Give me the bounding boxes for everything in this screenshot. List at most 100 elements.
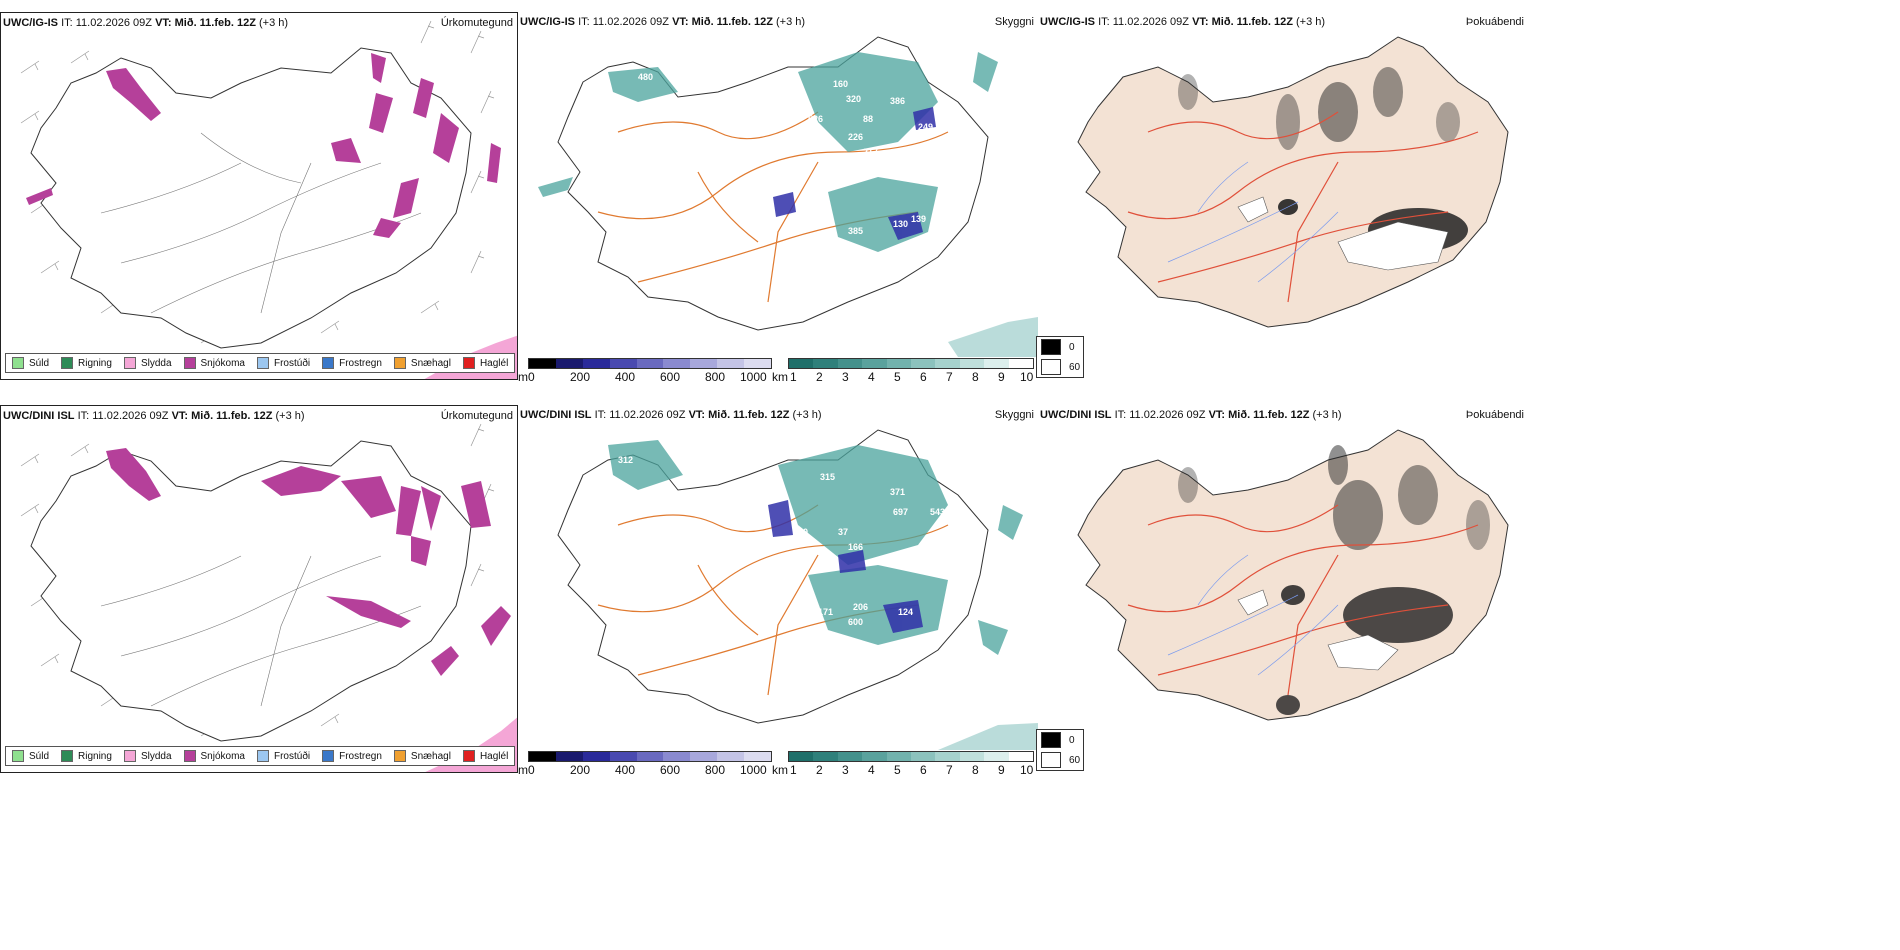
colorbar-cell	[959, 359, 985, 368]
colorbar-unit: m	[518, 763, 528, 777]
fog-swatch	[1041, 339, 1061, 355]
precip-map-row1	[20, 423, 517, 772]
road-network	[1127, 111, 1479, 303]
ceiling-label: 37	[838, 527, 848, 537]
colorbar-cell	[886, 359, 912, 368]
colorbar-cell	[837, 752, 863, 761]
snow-areas	[26, 53, 501, 238]
ceiling-label: 315	[820, 472, 835, 482]
colorbar-cell	[529, 359, 556, 368]
ceiling-label: 160	[833, 79, 848, 89]
visibility-colorbar-row1: km 1 2 3 4 5 6 7 8 9 10	[772, 749, 1034, 777]
legend-item: Rigning	[55, 750, 118, 762]
colorbar-cell	[862, 752, 887, 761]
legend-swatch	[256, 750, 269, 762]
legend-swatch	[123, 357, 136, 369]
colorbar-cell	[959, 752, 985, 761]
legend-item: Snjókoma	[178, 357, 251, 369]
colorbar-tick: 10	[1020, 763, 1034, 777]
colorbar-tick: 0	[528, 763, 535, 777]
precip-type-panel-row1: UWC/DINI ISL IT: 11.02.2026 09Z VT: Mið.…	[0, 405, 518, 773]
colorbar-cell	[862, 359, 887, 368]
ceiling-label: 543	[930, 507, 945, 517]
colorbar-tick: 600	[660, 763, 681, 777]
legend-swatch	[61, 357, 74, 369]
colorbar-tick: 9	[998, 763, 1005, 777]
colorbar-tick: 3	[842, 370, 849, 384]
colorbar-cell	[555, 359, 583, 368]
colorbar-cell	[690, 359, 718, 368]
colorbar-unit: m	[518, 370, 528, 384]
panel-name: Úrkomutegund	[440, 17, 513, 29]
colorbar-cell	[789, 359, 814, 368]
colorbar-tick: 6	[920, 370, 927, 384]
colorbar-cell	[813, 359, 838, 368]
colorbar-tick: 7	[946, 370, 953, 384]
panel-name: Þokuábendi	[1465, 16, 1524, 28]
legend-item: Súld	[6, 357, 55, 369]
legend-item: Snæhagl	[388, 357, 457, 369]
colorbar-cell	[744, 752, 772, 761]
roads-lines	[100, 555, 422, 707]
fog-legend-entry: 60	[1037, 357, 1083, 377]
fog-legend-entry: 0	[1037, 337, 1083, 357]
colorbar-cell	[717, 359, 745, 368]
colorbar-cell	[886, 752, 912, 761]
road-network	[1127, 504, 1479, 696]
colorbar-cell	[582, 359, 610, 368]
ceiling-label: 217	[863, 147, 878, 157]
colorbar-tick: 400	[615, 370, 636, 384]
legend-swatch	[322, 750, 335, 762]
panel-title: UWC/DINI ISL IT: 11.02.2026 09Z VT: Mið.…	[520, 409, 822, 421]
iceland-outline	[30, 440, 472, 742]
colorbar-cell	[935, 359, 960, 368]
panel-name: Þokuábendi	[1465, 409, 1524, 421]
colorbar-tick: 1	[790, 370, 797, 384]
ceiling-label: 480	[638, 72, 653, 82]
legend-swatch	[256, 357, 269, 369]
legend-item: Snjókoma	[178, 750, 251, 762]
colorbar-cell	[984, 359, 1009, 368]
ceiling-label: 386	[890, 96, 905, 106]
colorbar-tick: 2	[816, 763, 823, 777]
colorbar-tick: 1000	[740, 370, 767, 384]
colorbar-cell	[911, 752, 936, 761]
precip-type-panel-row0: UWC/IG-IS IT: 11.02.2026 09Z VT: Mið. 11…	[0, 12, 518, 380]
ceiling-label: 385	[848, 226, 863, 236]
legend-swatch	[183, 357, 196, 369]
ceiling-colorbar-row1: m 0 200 400 600 800 1000	[518, 749, 773, 777]
fog-map-row0	[1077, 36, 1509, 328]
ceiling-label: 107	[801, 547, 816, 557]
legend-item: Slydda	[118, 750, 178, 762]
colorbar-tick: 5	[894, 370, 901, 384]
colorbar-tick: 6	[920, 763, 927, 777]
roads-lines	[100, 132, 422, 314]
legend-swatch	[462, 750, 475, 762]
iceland-land	[1077, 429, 1509, 721]
panel-title: UWC/IG-IS IT: 11.02.2026 09Z VT: Mið. 11…	[1040, 16, 1326, 28]
ceiling-label: 526	[808, 114, 823, 124]
colorbar-cell	[582, 752, 610, 761]
colorbar-unit: km	[772, 370, 788, 384]
visibility-panel-row0: 480 300 380 160 320 386 249 526 226 217 …	[518, 12, 1038, 380]
fog-legend-entry: 0	[1037, 730, 1083, 750]
legend-swatch	[462, 357, 475, 369]
colorbar-tick: 10	[1020, 370, 1034, 384]
fog-gray-areas	[1178, 445, 1490, 715]
glaciers	[1237, 196, 1449, 271]
ceiling-label: 139	[911, 214, 926, 224]
colorbar-cell	[529, 752, 556, 761]
ceiling-labels: 480 300 380 160 320 386 249 526 226 217 …	[638, 72, 973, 236]
fog-legend-entry: 60	[1037, 750, 1083, 770]
ceiling-colorbar-row0: m 0 200 400 600 800 1000	[518, 356, 773, 384]
panel-title: UWC/DINI ISL IT: 11.02.2026 09Z VT: Mið.…	[1040, 409, 1342, 421]
ceiling-label: 697	[893, 507, 908, 517]
colorbar-cell	[717, 752, 745, 761]
legend-item: Snæhagl	[388, 750, 457, 762]
visibility-colorbar-row0: km 1 2 3 4 5 6 7 8 9 10	[772, 356, 1034, 384]
legend-item: Súld	[6, 750, 55, 762]
visibility-panel-row1: 312 371 315 697 543 565 60 37 166 107 17…	[518, 405, 1038, 773]
ceiling-label: 100	[768, 149, 783, 159]
ceiling-label: 166	[848, 542, 863, 552]
ceiling-label: 380	[778, 102, 793, 112]
